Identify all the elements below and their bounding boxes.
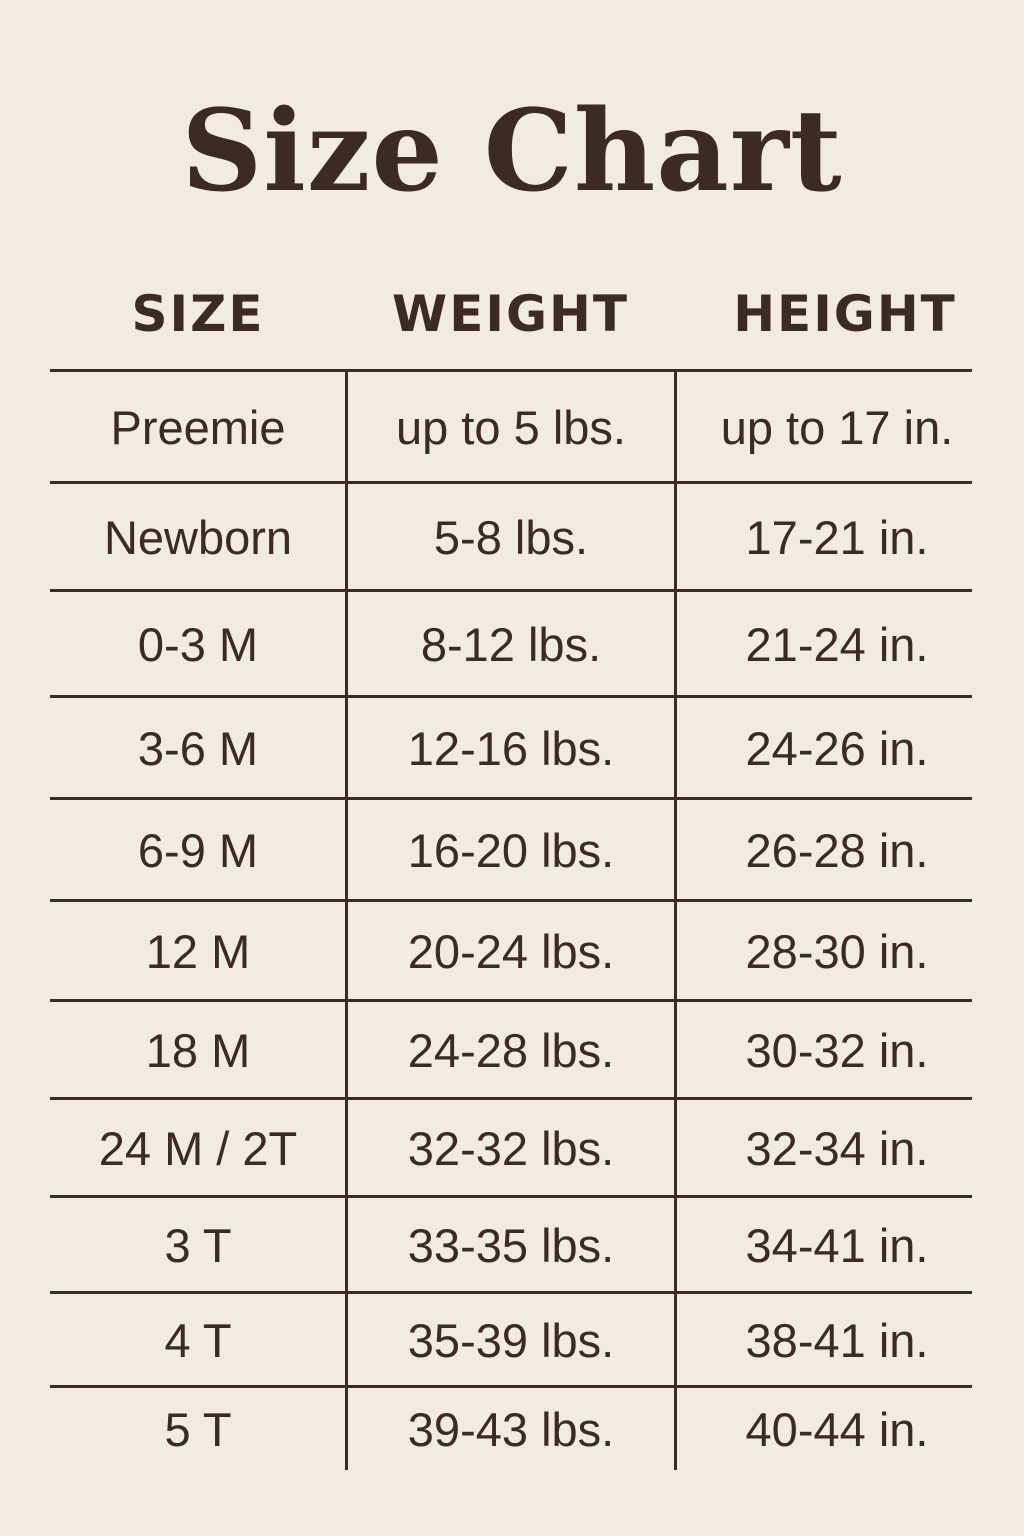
cell-size: 4 T [164,1313,232,1367]
row-divider [50,1291,972,1294]
cell-weight: 8-12 lbs. [420,617,602,671]
row-divider [50,1097,972,1100]
cell-size: 24 M / 2T [98,1121,298,1175]
cell-size: 12 M [145,924,251,978]
cell-size: 18 M [145,1023,251,1077]
cell-height: 28-30 in. [745,924,929,978]
cell-height: 32-34 in. [745,1121,929,1175]
cell-size: Newborn [103,510,293,564]
cell-height: 30-32 in. [745,1023,929,1077]
column-divider [345,370,348,1470]
cell-weight: 12-16 lbs. [407,721,615,775]
cell-size: 3-6 M [137,721,259,775]
cell-size: Preemie [110,400,286,454]
row-divider [50,695,972,698]
column-header-size: SIZE [131,285,265,343]
cell-height: 40-44 in. [745,1402,929,1456]
cell-size: 0-3 M [137,617,259,671]
column-header-height: HEIGHT [733,285,957,343]
row-divider [50,589,972,592]
row-divider [50,1195,972,1198]
column-divider [674,370,677,1470]
cell-weight: 35-39 lbs. [407,1313,615,1367]
page-title: Size Chart [181,86,843,217]
cell-height: 38-41 in. [745,1313,929,1367]
cell-weight: 24-28 lbs. [407,1023,615,1077]
cell-height: 26-28 in. [745,823,929,877]
cell-weight: 32-32 lbs. [407,1121,615,1175]
cell-height: 21-24 in. [745,617,929,671]
column-header-weight: WEIGHT [392,285,629,343]
cell-weight: up to 5 lbs. [396,400,626,454]
row-divider [50,797,972,800]
cell-size: 6-9 M [137,823,259,877]
cell-height: 24-26 in. [745,721,929,775]
cell-height: up to 17 in. [720,400,954,454]
cell-weight: 16-20 lbs. [407,823,615,877]
row-divider [50,1385,972,1388]
cell-weight: 33-35 lbs. [407,1218,615,1272]
row-divider [50,999,972,1002]
cell-weight: 5-8 lbs. [433,510,589,564]
cell-height: 34-41 in. [745,1218,929,1272]
cell-weight: 20-24 lbs. [407,924,615,978]
row-divider [50,481,972,484]
cell-size: 3 T [164,1218,232,1272]
cell-weight: 39-43 lbs. [407,1402,615,1456]
row-divider [50,369,972,372]
cell-height: 17-21 in. [745,510,929,564]
cell-size: 5 T [164,1402,232,1456]
row-divider [50,899,972,902]
